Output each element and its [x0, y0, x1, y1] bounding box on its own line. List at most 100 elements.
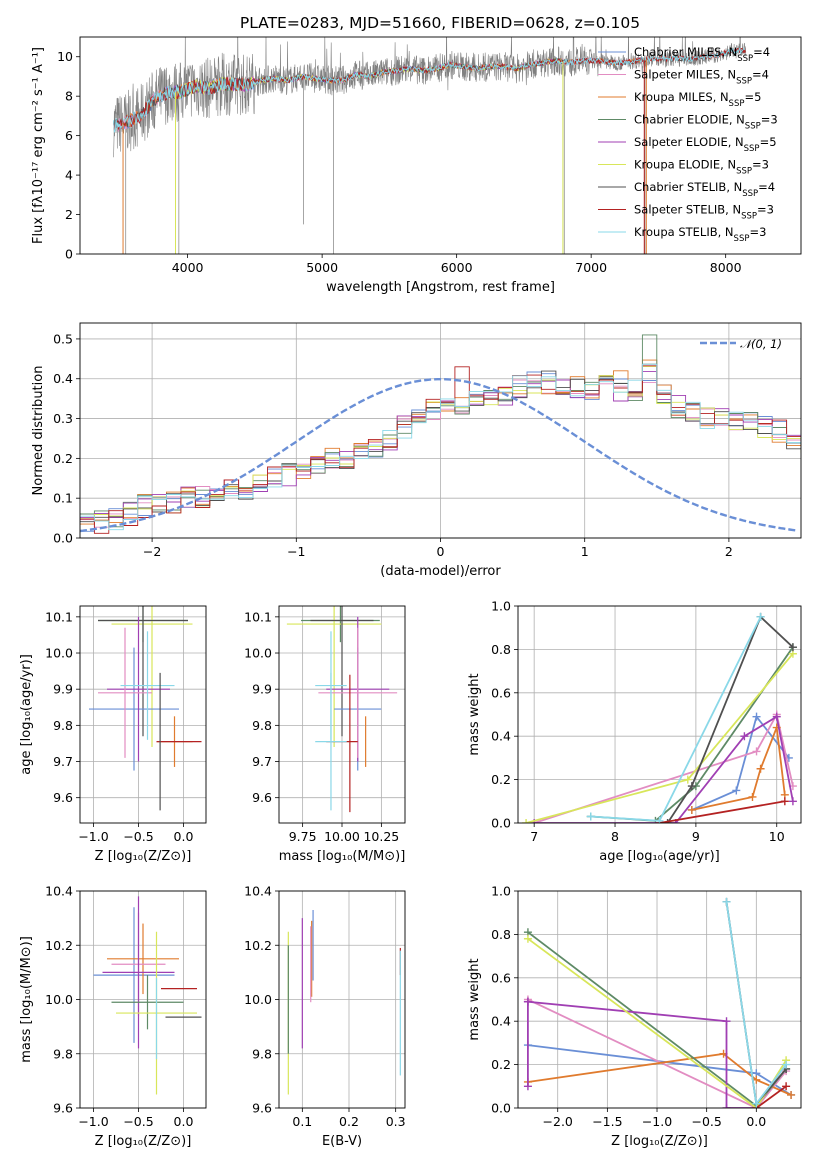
x-axis-label: mass [log₁₀(M/M⊙)]: [279, 849, 406, 864]
weight-marker: [788, 643, 797, 652]
weight-marker: [752, 747, 761, 756]
plot-area: [89, 606, 202, 811]
legend-entry: Salpeter MILES, NSSP=4: [634, 68, 769, 87]
x-tick-label: 0.0: [174, 829, 194, 844]
hist-salpeter-stelib: [80, 365, 801, 534]
legend-pre: Chabrier STELIB, N: [634, 180, 742, 194]
panel-weight_vs_Z: −2.0 −1.5 −1.0 −0.5 0.0 0.0 0.2 0.4 0.6 0.8 1.0 Z […: [467, 884, 802, 1149]
y-tick-label: 9.8: [53, 1046, 73, 1061]
panel-mass_vs_ebv: 0.1 0.2 0.3 9.6 9.8 10.0 10.2 10.4 E(B-V): [244, 884, 405, 1150]
weight-line: [755, 1085, 787, 1108]
x-tick-label: 7: [530, 829, 538, 844]
legend-sub: SSP: [744, 144, 760, 154]
y-tick-label: 10.0: [244, 992, 272, 1007]
legend-sub: SSP: [734, 234, 750, 244]
legend-pre: Kroupa MILES, N: [634, 90, 729, 104]
x-axis-label: Z [log₁₀(Z/Z⊙)]: [95, 1134, 192, 1149]
x-tick-label: 8: [611, 829, 619, 844]
axes-frame: [278, 890, 406, 1109]
axes-frame: [79, 322, 802, 539]
x-tick-label: −1.0: [642, 1114, 672, 1129]
weight-marker: [787, 1090, 796, 1099]
legend-post: =3: [749, 225, 766, 239]
y-tick-label: 0.3: [53, 411, 73, 426]
legend-sub: SSP: [742, 189, 758, 199]
weight-marker: [752, 1099, 761, 1108]
weight-marker: [756, 764, 765, 773]
weight-line: [527, 1052, 792, 1096]
weight-marker: [663, 819, 672, 823]
x-tick-label: −1.0: [78, 829, 108, 844]
x-tick-label: 4000: [172, 260, 204, 275]
axes-frame: [278, 605, 406, 824]
weight-marker: [687, 805, 696, 814]
legend-post: =5: [760, 135, 777, 149]
axes-frame: [79, 605, 207, 824]
y-tick-label: 1.0: [491, 884, 511, 899]
legend-pre: Chabrier ELODIE, N: [634, 113, 745, 127]
y-tick-label: 10.1: [244, 609, 272, 624]
y-tick-label: 6: [65, 128, 73, 143]
x-tick-label: 10.00: [324, 829, 360, 844]
weight-marker: [732, 786, 741, 795]
legend-sub: SSP: [737, 54, 753, 64]
x-tick-label: −1: [287, 544, 305, 559]
hist-kroupa-stelib: [80, 363, 801, 531]
legend-sub: SSP: [736, 167, 752, 177]
x-axis-label: (data-model)/error: [380, 564, 501, 579]
y-tick-label: 10.2: [45, 938, 73, 953]
plot-area: [287, 909, 401, 1095]
x-tick-label: 0.0: [174, 1114, 194, 1129]
y-tick-label: 9.6: [53, 1101, 73, 1116]
weight-marker: [782, 1060, 791, 1069]
weight-marker: [748, 792, 757, 801]
y-tick-label: 0.6: [491, 970, 511, 985]
x-tick-label: 9.75: [289, 829, 317, 844]
legend-post: =4: [753, 45, 770, 59]
weight-marker: [722, 897, 731, 906]
legend-sub: SSP: [741, 212, 757, 222]
x-tick-label: 2: [725, 544, 733, 559]
x-tick-label: 0.1: [292, 1114, 312, 1129]
x-tick-label: −2.0: [543, 1114, 573, 1129]
x-tick-label: 0.2: [339, 1114, 359, 1129]
legend-entry: Chabrier MILES, NSSP=4: [634, 45, 770, 64]
weight-marker: [722, 1017, 731, 1026]
plot-area: [113, 37, 747, 254]
x-axis-label: Z [log₁₀(Z/Z⊙)]: [611, 1134, 708, 1149]
weight-line: [533, 711, 794, 823]
weight-marker: [782, 1082, 791, 1091]
weight-marker: [523, 997, 532, 1006]
legend-pre: Salpeter ELODIE, N: [634, 135, 744, 149]
y-tick-label: 10.4: [45, 884, 73, 899]
x-tick-label: 8000: [710, 260, 742, 275]
y-tick-label: 0.8: [491, 642, 511, 657]
y-tick-label: 0.0: [491, 1101, 511, 1116]
x-axis-label: wavelength [Angstrom, rest frame]: [326, 280, 555, 295]
y-tick-label: 1.0: [491, 599, 511, 614]
y-tick-label: 9.8: [252, 1046, 272, 1061]
normal-curve: [80, 378, 799, 533]
y-tick-label: 0.0: [53, 531, 73, 546]
legend-entry: Kroupa ELODIE, NSSP=3: [634, 158, 769, 177]
legend-entry: Salpeter STELIB, NSSP=3: [634, 203, 774, 222]
weight-marker: [655, 816, 664, 823]
x-tick-label: 7000: [575, 260, 607, 275]
hist-salpeter-elodie: [80, 370, 801, 519]
x-tick-label: 1: [581, 544, 589, 559]
panel-age_vs_Z: −1.0 −0.5 0.0 9.6 9.7 9.8 9.9 10.0 10.1 Z [log₁₀(…: [19, 605, 207, 864]
weight-marker: [780, 797, 789, 806]
y-axis-label: Flux [fλ10⁻¹⁷ erg cm⁻² s⁻¹ A⁻¹]: [31, 47, 46, 244]
weight-marker: [523, 934, 532, 943]
axes-frame: [79, 890, 207, 1109]
weight-marker: [722, 1104, 731, 1108]
model-kroupa-stelib: [113, 47, 746, 133]
y-tick-label: 10.1: [45, 609, 73, 624]
y-tick-label: 9.6: [252, 1101, 272, 1116]
y-tick-label: 9.7: [53, 754, 73, 769]
weight-marker: [687, 782, 696, 791]
weight-line: [691, 727, 786, 811]
weight-marker: [772, 712, 781, 721]
